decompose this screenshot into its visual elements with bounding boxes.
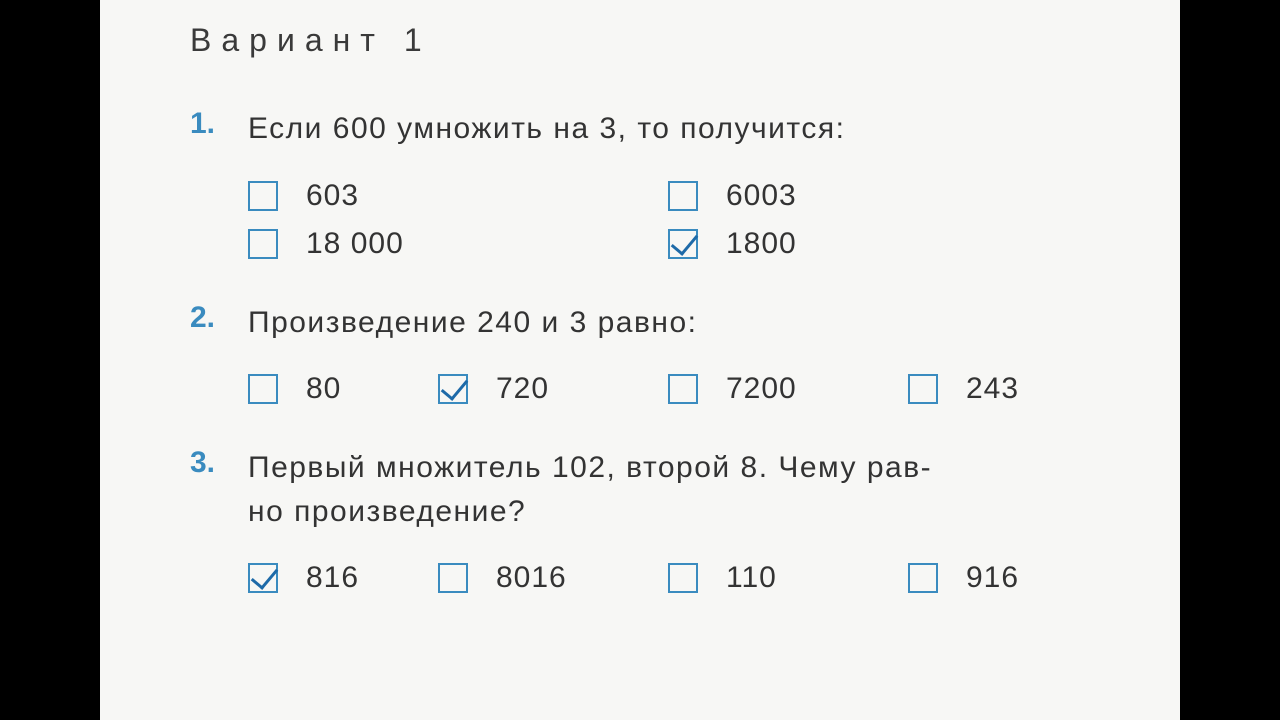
option-label: 1800	[726, 227, 797, 261]
option-label: 8016	[496, 561, 567, 595]
q1-option-b[interactable]: 6003	[668, 179, 1160, 213]
checkbox-icon	[248, 229, 278, 259]
question-2-head: 2. Произведение 240 и 3 равно:	[190, 301, 1160, 345]
question-1-options: 603 6003 18 000 1800	[190, 179, 1160, 261]
option-label: 603	[306, 179, 359, 213]
q2-option-c[interactable]: 7200	[668, 372, 908, 406]
checkbox-icon	[668, 563, 698, 593]
question-1-number: 1.	[190, 107, 248, 141]
question-2: 2. Произведение 240 и 3 равно: 80 720 72…	[190, 301, 1160, 407]
question-2-number: 2.	[190, 301, 248, 335]
question-1-head: 1. Если 600 умножить на 3, то получится:	[190, 107, 1160, 151]
checkbox-icon	[908, 374, 938, 404]
option-label: 243	[966, 372, 1019, 406]
option-label: 110	[726, 561, 777, 595]
option-label: 816	[306, 561, 359, 595]
q3-option-a[interactable]: 816	[248, 561, 438, 595]
option-label: 916	[966, 561, 1019, 595]
checkbox-icon	[668, 181, 698, 211]
checkbox-checked-icon	[438, 374, 468, 404]
option-label: 80	[306, 372, 341, 406]
question-1-prompt: Если 600 умножить на 3, то получится:	[248, 107, 1160, 151]
question-3-prompt: Первый множитель 102, второй 8. Чему рав…	[248, 446, 1160, 533]
question-3-head: 3. Первый множитель 102, второй 8. Чему …	[190, 446, 1160, 533]
q2-option-b[interactable]: 720	[438, 372, 668, 406]
option-label: 6003	[726, 179, 797, 213]
option-label: 720	[496, 372, 549, 406]
question-1: 1. Если 600 умножить на 3, то получится:…	[190, 107, 1160, 261]
checkbox-icon	[438, 563, 468, 593]
q3-option-b[interactable]: 8016	[438, 561, 668, 595]
q1-option-d[interactable]: 1800	[668, 227, 1160, 261]
left-letterbox	[0, 0, 100, 720]
q1-option-c[interactable]: 18 000	[248, 227, 668, 261]
checkbox-icon	[668, 374, 698, 404]
question-3: 3. Первый множитель 102, второй 8. Чему …	[190, 446, 1160, 595]
q1-option-a[interactable]: 603	[248, 179, 668, 213]
q3-option-d[interactable]: 916	[908, 561, 1160, 595]
question-2-prompt: Произведение 240 и 3 равно:	[248, 301, 1160, 345]
worksheet-page: Вариант 1 1. Если 600 умножить на 3, то …	[100, 0, 1180, 720]
checkbox-checked-icon	[668, 229, 698, 259]
option-label: 7200	[726, 372, 797, 406]
checkbox-icon	[908, 563, 938, 593]
q3-option-c[interactable]: 110	[668, 561, 908, 595]
checkbox-icon	[248, 181, 278, 211]
checkbox-checked-icon	[248, 563, 278, 593]
q2-option-a[interactable]: 80	[248, 372, 438, 406]
option-label: 18 000	[306, 227, 404, 261]
right-letterbox	[1180, 0, 1280, 720]
q2-option-d[interactable]: 243	[908, 372, 1160, 406]
variant-title: Вариант 1	[190, 22, 1160, 59]
question-3-number: 3.	[190, 446, 248, 480]
question-2-options: 80 720 7200 243	[190, 372, 1160, 406]
checkbox-icon	[248, 374, 278, 404]
question-3-options: 816 8016 110 916	[190, 561, 1160, 595]
